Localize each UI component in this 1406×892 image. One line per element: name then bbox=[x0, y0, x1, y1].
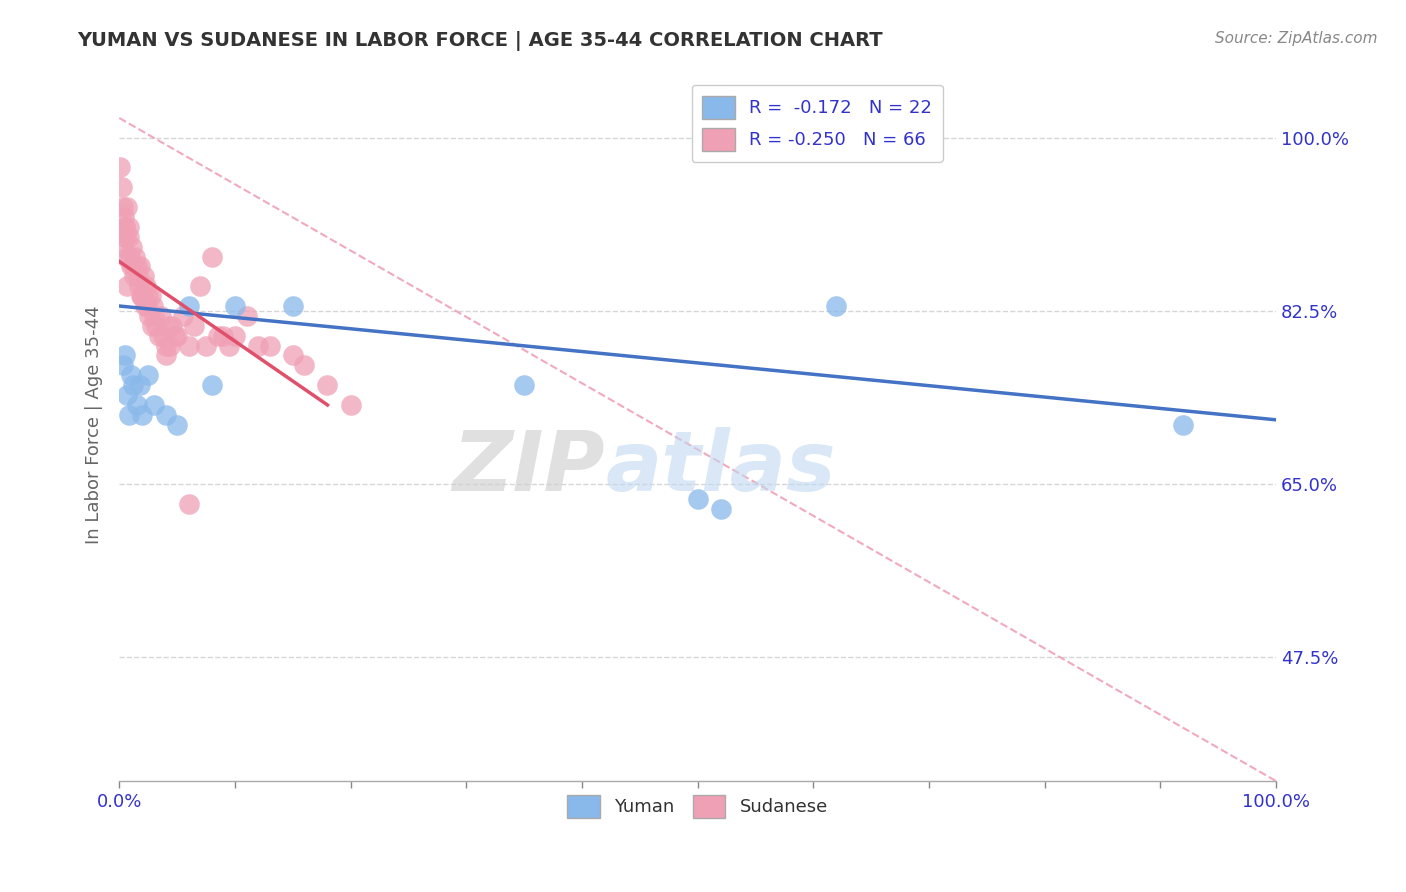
Point bbox=[152, 328, 174, 343]
Point bbox=[148, 328, 170, 343]
Point bbox=[117, 219, 139, 234]
Legend: Yuman, Sudanese: Yuman, Sudanese bbox=[560, 788, 835, 825]
Point bbox=[339, 398, 361, 412]
Point bbox=[125, 398, 148, 412]
Point bbox=[131, 289, 153, 303]
Point bbox=[114, 219, 136, 234]
Point bbox=[183, 318, 205, 333]
Point bbox=[195, 338, 218, 352]
Point bbox=[825, 299, 848, 313]
Point bbox=[136, 299, 159, 313]
Point bbox=[120, 368, 142, 383]
Point bbox=[136, 368, 159, 383]
Point bbox=[125, 260, 148, 274]
Point bbox=[686, 491, 709, 506]
Point bbox=[110, 180, 132, 194]
Point bbox=[155, 338, 177, 352]
Point bbox=[177, 299, 200, 313]
Point bbox=[138, 309, 160, 323]
Point bbox=[120, 260, 142, 274]
Point bbox=[218, 338, 240, 352]
Y-axis label: In Labor Force | Age 35-44: In Labor Force | Age 35-44 bbox=[86, 305, 103, 544]
Point bbox=[124, 269, 146, 284]
Point bbox=[131, 289, 153, 303]
Point bbox=[110, 161, 132, 175]
Point bbox=[1173, 417, 1195, 432]
Point bbox=[145, 318, 167, 333]
Text: YUMAN VS SUDANESE IN LABOR FORCE | AGE 35-44 CORRELATION CHART: YUMAN VS SUDANESE IN LABOR FORCE | AGE 3… bbox=[77, 31, 883, 51]
Point bbox=[135, 279, 157, 293]
Point bbox=[143, 309, 166, 323]
Point bbox=[201, 250, 224, 264]
Point bbox=[129, 378, 152, 392]
Point bbox=[156, 318, 179, 333]
Point bbox=[188, 279, 211, 293]
Point bbox=[166, 328, 188, 343]
Point bbox=[112, 210, 135, 224]
Point bbox=[121, 240, 143, 254]
Point bbox=[155, 349, 177, 363]
Point bbox=[115, 250, 138, 264]
Point bbox=[114, 349, 136, 363]
Point bbox=[117, 200, 139, 214]
Point bbox=[281, 299, 304, 313]
Point bbox=[710, 501, 733, 516]
Point bbox=[117, 388, 139, 402]
Point bbox=[111, 359, 134, 373]
Point bbox=[166, 417, 188, 432]
Point bbox=[513, 378, 536, 392]
Point bbox=[224, 299, 246, 313]
Point bbox=[127, 269, 149, 284]
Point bbox=[281, 349, 304, 363]
Point bbox=[117, 279, 139, 293]
Point bbox=[122, 260, 145, 274]
Point bbox=[207, 328, 229, 343]
Point bbox=[247, 338, 270, 352]
Point bbox=[111, 200, 134, 214]
Point bbox=[132, 269, 155, 284]
Point bbox=[118, 250, 141, 264]
Point bbox=[149, 309, 172, 323]
Point bbox=[124, 250, 146, 264]
Point bbox=[136, 289, 159, 303]
Text: ZIP: ZIP bbox=[453, 427, 605, 508]
Point bbox=[114, 219, 136, 234]
Point bbox=[259, 338, 281, 352]
Point bbox=[163, 328, 186, 343]
Point bbox=[134, 299, 156, 313]
Point bbox=[111, 240, 134, 254]
Point bbox=[316, 378, 339, 392]
Point bbox=[224, 328, 246, 343]
Point bbox=[155, 408, 177, 422]
Point bbox=[212, 328, 235, 343]
Point bbox=[128, 279, 150, 293]
Point bbox=[131, 408, 153, 422]
Point bbox=[172, 309, 194, 323]
Point bbox=[129, 289, 152, 303]
Point bbox=[177, 497, 200, 511]
Point bbox=[142, 299, 165, 313]
Point bbox=[162, 318, 184, 333]
Point bbox=[112, 229, 135, 244]
Point bbox=[143, 398, 166, 412]
Point bbox=[115, 229, 138, 244]
Point bbox=[117, 229, 139, 244]
Point bbox=[122, 378, 145, 392]
Point bbox=[139, 289, 162, 303]
Text: atlas: atlas bbox=[605, 427, 835, 508]
Point bbox=[117, 408, 139, 422]
Point bbox=[201, 378, 224, 392]
Point bbox=[159, 338, 181, 352]
Point bbox=[141, 318, 163, 333]
Point bbox=[177, 338, 200, 352]
Point bbox=[129, 260, 152, 274]
Point bbox=[235, 309, 257, 323]
Point bbox=[292, 359, 315, 373]
Text: Source: ZipAtlas.com: Source: ZipAtlas.com bbox=[1215, 31, 1378, 46]
